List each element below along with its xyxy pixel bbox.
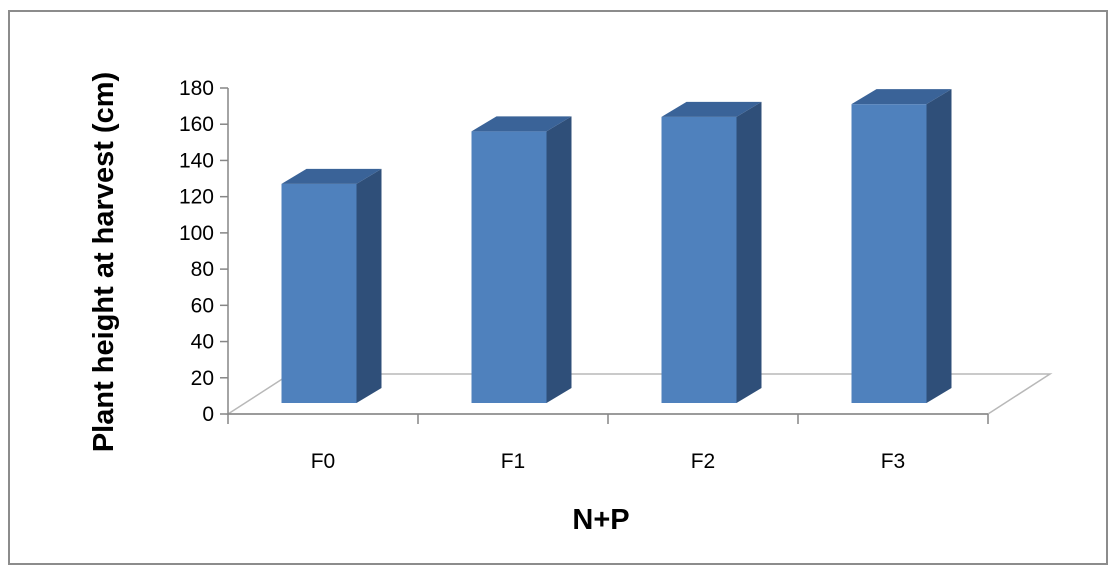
x-tick-label: F0 [311, 450, 336, 473]
y-tick-label: 40 [191, 331, 214, 354]
y-tick-label: 20 [191, 367, 214, 390]
bar-F1 [471, 116, 572, 404]
y-axis-title: Plant height at harvest (cm) [88, 72, 120, 452]
y-tick-label: 100 [179, 222, 214, 245]
y-tick-label: 140 [179, 149, 214, 172]
tick-labels: 0 20 40 60 80 100 120 140 160 180 F0 F1 F2 F3 [179, 77, 905, 473]
x-tick-label: F1 [501, 450, 526, 473]
y-tick-label: 120 [179, 186, 214, 209]
bar-front [471, 131, 547, 404]
bar-top [281, 168, 382, 184]
bar-side [736, 101, 762, 403]
x-tick-label: F2 [691, 450, 716, 473]
bar-F3 [851, 89, 952, 404]
bar-side [546, 116, 572, 403]
bar-side [926, 89, 952, 404]
y-tick-label: 0 [202, 403, 214, 426]
bar-F2 [661, 101, 762, 403]
bar-front [851, 104, 927, 404]
y-tick-label: 160 [179, 113, 214, 136]
bars [281, 89, 952, 404]
y-axis [220, 87, 989, 424]
bar-F0 [281, 168, 382, 403]
x-tick-label: F3 [881, 450, 906, 473]
bar-front [281, 183, 357, 403]
x-axis-title: N+P [572, 504, 629, 536]
bar-top [471, 116, 572, 132]
bar-top [851, 89, 952, 105]
bar-top [661, 101, 762, 117]
y-tick-label: 60 [191, 294, 214, 317]
bar-side [356, 168, 382, 403]
bar-front [661, 116, 737, 403]
y-tick-label: 180 [179, 77, 214, 100]
y-tick-label: 80 [191, 258, 214, 281]
